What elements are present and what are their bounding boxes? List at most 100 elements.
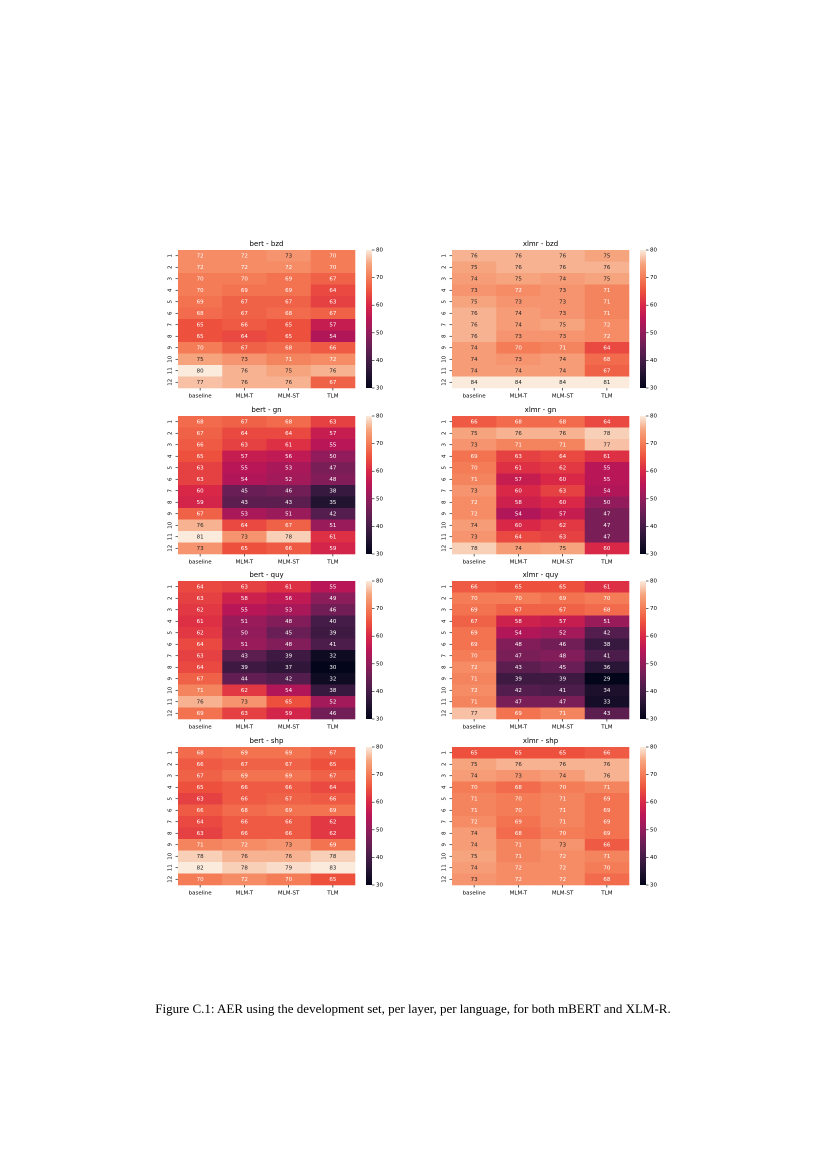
heatmap-cell (222, 781, 267, 794)
heatmap-cell (584, 615, 630, 628)
y-tick-label: 7 (168, 654, 174, 658)
cell-label: 64 (241, 431, 248, 437)
y-tick-label: 11 (442, 533, 448, 540)
cell-label: 71 (559, 819, 566, 825)
cell-label: 65 (329, 762, 336, 768)
cell-label: 64 (329, 288, 336, 294)
cell-label: 72 (241, 842, 248, 848)
cell-label: 34 (603, 688, 610, 694)
heatmap-cell (540, 319, 586, 331)
cell-label: 69 (197, 299, 204, 305)
cell-label: 67 (197, 773, 204, 779)
heatmap-cell (266, 450, 312, 463)
colorbar-tick-label: 50 (376, 661, 383, 667)
cell-label: 80 (197, 368, 204, 374)
heatmap-cell (584, 673, 630, 685)
cell-label: 82 (197, 865, 204, 871)
heatmap-cell (310, 627, 356, 639)
heatmap-cell (310, 816, 356, 828)
heatmap-cell (540, 747, 586, 759)
cell-label: 50 (241, 630, 248, 636)
heatmap-cell (452, 673, 497, 685)
heatmap-cell (178, 462, 223, 474)
cell-label: 63 (241, 711, 248, 717)
colorbar-tick-label: 60 (376, 634, 383, 640)
cell-label: 72 (515, 288, 522, 294)
heatmap-cell (222, 816, 267, 828)
y-tick-label: 4 (168, 619, 174, 623)
heatmap-cell (584, 758, 630, 771)
cell-label: 71 (603, 311, 610, 317)
cell-label: 63 (329, 419, 336, 425)
heatmap-cell (178, 770, 223, 782)
heatmap-cell (266, 650, 312, 662)
cell-label: 54 (515, 630, 522, 636)
cell-label: 45 (285, 630, 292, 636)
heatmap-cell (266, 839, 312, 851)
heatmap-cell (222, 330, 267, 343)
heatmap-cell (178, 485, 223, 497)
heatmap-cell (310, 376, 356, 389)
cell-label: 69 (285, 773, 292, 779)
heatmap-cell (178, 592, 223, 605)
heatmap-cell (266, 781, 312, 794)
cell-label: 76 (241, 380, 248, 386)
heatmap-cell (540, 416, 586, 428)
y-tick-label: 4 (442, 619, 448, 623)
heatmap-cell (266, 319, 312, 331)
cell-label: 68 (603, 607, 610, 613)
cell-label: 72 (197, 253, 204, 259)
heatmap-cell (540, 839, 586, 851)
heatmap-cell (452, 696, 497, 708)
x-tick-label: baseline (463, 560, 487, 566)
heatmap-cell (452, 273, 497, 285)
cell-label: 73 (559, 842, 566, 848)
heatmap-cell (452, 473, 497, 486)
x-tick-label: baseline (189, 891, 213, 897)
heatmap-cell (496, 770, 541, 782)
y-tick-label: 12 (168, 710, 174, 717)
y-tick-label: 8 (442, 665, 448, 669)
heatmap-cell (310, 758, 356, 771)
heatmap-cell (310, 592, 356, 605)
cell-label: 73 (515, 357, 522, 363)
heatmap-cell (310, 615, 356, 628)
x-tick-label: TLM (326, 394, 338, 400)
cell-label: 64 (603, 419, 610, 425)
heatmap-cell (540, 473, 586, 486)
x-tick-label: MLM-T (236, 725, 254, 731)
y-tick-label: 1 (168, 420, 174, 424)
heatmap-cell (266, 638, 312, 651)
cell-label: 65 (515, 584, 522, 590)
heatmap-cell (496, 839, 541, 851)
cell-label: 78 (329, 854, 336, 860)
y-tick-label: 5 (442, 466, 448, 470)
cell-label: 69 (285, 750, 292, 756)
heatmap-cell (178, 416, 223, 428)
heatmap-cell (178, 330, 223, 343)
cell-label: 74 (471, 842, 478, 848)
heatmap-cell (452, 416, 497, 428)
cell-label: 55 (603, 465, 610, 471)
heatmap-cell (178, 508, 223, 520)
heatmap-cell (584, 604, 630, 616)
y-tick-label: 11 (168, 533, 174, 540)
heatmap-cell (452, 462, 497, 474)
colorbar-tick-label: 40 (650, 524, 657, 530)
heatmap-cell (452, 615, 497, 628)
cell-label: 66 (197, 762, 204, 768)
heatmap-cell (266, 770, 312, 782)
heatmap-cell (496, 684, 541, 697)
cell-label: 70 (515, 596, 522, 602)
cell-label: 71 (603, 299, 610, 305)
cell-label: 76 (603, 762, 610, 768)
heatmap-cell (310, 427, 356, 440)
heatmap-cell (222, 508, 267, 520)
x-tick-label: TLM (600, 560, 612, 566)
y-tick-label: 8 (168, 500, 174, 504)
cell-label: 65 (197, 454, 204, 460)
heatmap-cell (310, 296, 356, 308)
cell-label: 57 (559, 619, 566, 625)
heatmap-cell (452, 365, 497, 377)
